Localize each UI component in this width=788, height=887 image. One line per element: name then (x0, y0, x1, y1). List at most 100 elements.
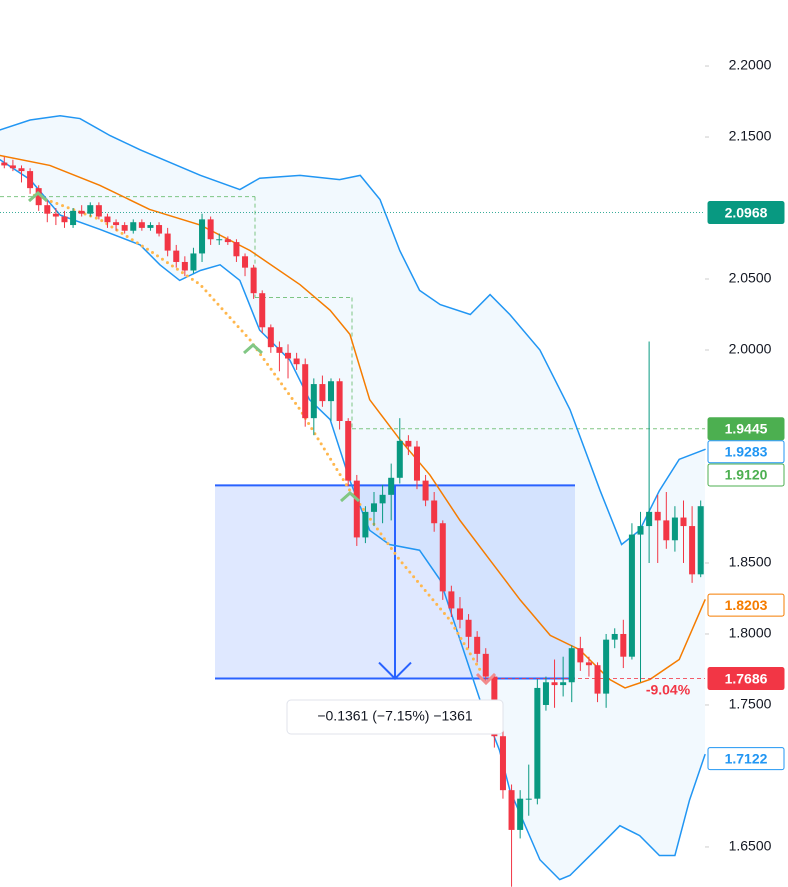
measure-arrowhead (378, 661, 412, 680)
candle-body (388, 477, 395, 495)
candle-body (9, 165, 16, 169)
candle-body (439, 523, 446, 592)
price-label-box (707, 747, 785, 771)
candle-body (164, 233, 171, 251)
indicator-line (0, 158, 706, 881)
candle-body (156, 225, 163, 234)
price-label: 1.8203 (725, 597, 768, 613)
candle-body (207, 219, 214, 240)
y-tick-label: 2.1500 (729, 128, 772, 144)
candle-body (121, 225, 128, 231)
candle-body (78, 210, 85, 214)
sell-signal (475, 672, 497, 686)
indicator-line (0, 114, 706, 546)
candle-body (1, 162, 8, 166)
candle-body (285, 352, 292, 359)
candle-body (138, 222, 145, 228)
candle-body (379, 494, 386, 504)
annotation: -9.04% (646, 682, 691, 698)
candle-body (319, 384, 326, 402)
candle-body (327, 381, 335, 402)
candle-body (611, 633, 618, 640)
candle-body (551, 682, 558, 686)
candle-body (44, 205, 51, 214)
candle-body (568, 648, 575, 683)
candle-body (525, 798, 532, 800)
candle-body (637, 526, 644, 535)
price-label: 2.0968 (725, 204, 768, 220)
candle-body (61, 216, 68, 223)
candle-body (18, 168, 25, 172)
candle-body (336, 381, 343, 421)
price-label: 1.7122 (725, 750, 768, 766)
candle-body (267, 327, 274, 348)
candle-body (577, 648, 584, 663)
candle-body (147, 225, 154, 228)
candle-body (482, 653, 489, 677)
buy-signal (340, 490, 360, 503)
candle-body (87, 205, 94, 214)
y-tick-label: 2.0500 (729, 270, 772, 286)
candle-body (353, 480, 360, 538)
candle-body (370, 503, 378, 512)
candle-body (70, 210, 77, 226)
price-label-box (707, 593, 785, 617)
candle-body (456, 608, 463, 620)
candle-body (628, 534, 635, 657)
band-fill (0, 115, 705, 880)
y-tick-label: 2.0000 (729, 341, 772, 357)
candle-body (431, 500, 438, 524)
candle-body (396, 440, 403, 478)
candle-body (362, 511, 369, 538)
candle-body (181, 261, 188, 271)
candle-body (302, 364, 309, 419)
candle-body (52, 213, 59, 217)
y-tick-label: 1.8500 (729, 554, 772, 570)
candle-body (310, 384, 317, 419)
candle-body (542, 682, 549, 705)
candle-body (35, 188, 42, 206)
buy-signal (28, 190, 48, 203)
candle-body (465, 619, 472, 637)
candle-body (104, 216, 111, 223)
candle-body (671, 517, 678, 541)
price-label: 1.9283 (725, 444, 768, 460)
candle-body (345, 420, 352, 481)
candle-body (646, 511, 653, 527)
candle-body (250, 267, 257, 294)
candle-body (534, 687, 541, 799)
candle-body (27, 171, 34, 189)
candle-body (499, 736, 506, 791)
price-label-box (707, 417, 785, 441)
y-tick-label: 1.8000 (729, 625, 772, 641)
candle-body (190, 253, 197, 271)
candle-body (173, 250, 180, 262)
candle-body (276, 347, 283, 353)
candle-body (224, 239, 231, 243)
candle-body (242, 256, 249, 268)
candle-body (216, 239, 223, 241)
y-tick-label: 1.6500 (729, 838, 772, 854)
candle-body (680, 517, 687, 527)
price-label-box (707, 667, 785, 691)
candle-body (474, 636, 481, 654)
price-label-box (707, 440, 785, 464)
candle-body (620, 633, 627, 657)
buy-signal (243, 342, 263, 355)
candle-body (422, 480, 429, 501)
candle-body (448, 591, 455, 609)
candle-body (293, 358, 300, 365)
candle-body (697, 506, 704, 575)
candle-body (95, 205, 102, 217)
candle-body (233, 242, 240, 257)
price-label-box (707, 201, 785, 225)
candle-body (594, 665, 601, 694)
candle-body (113, 222, 120, 226)
candle-body (585, 662, 592, 666)
candle-body (508, 790, 515, 830)
price-label: 1.9120 (725, 467, 768, 483)
candle-body (663, 520, 670, 541)
candle-body (130, 222, 137, 231)
